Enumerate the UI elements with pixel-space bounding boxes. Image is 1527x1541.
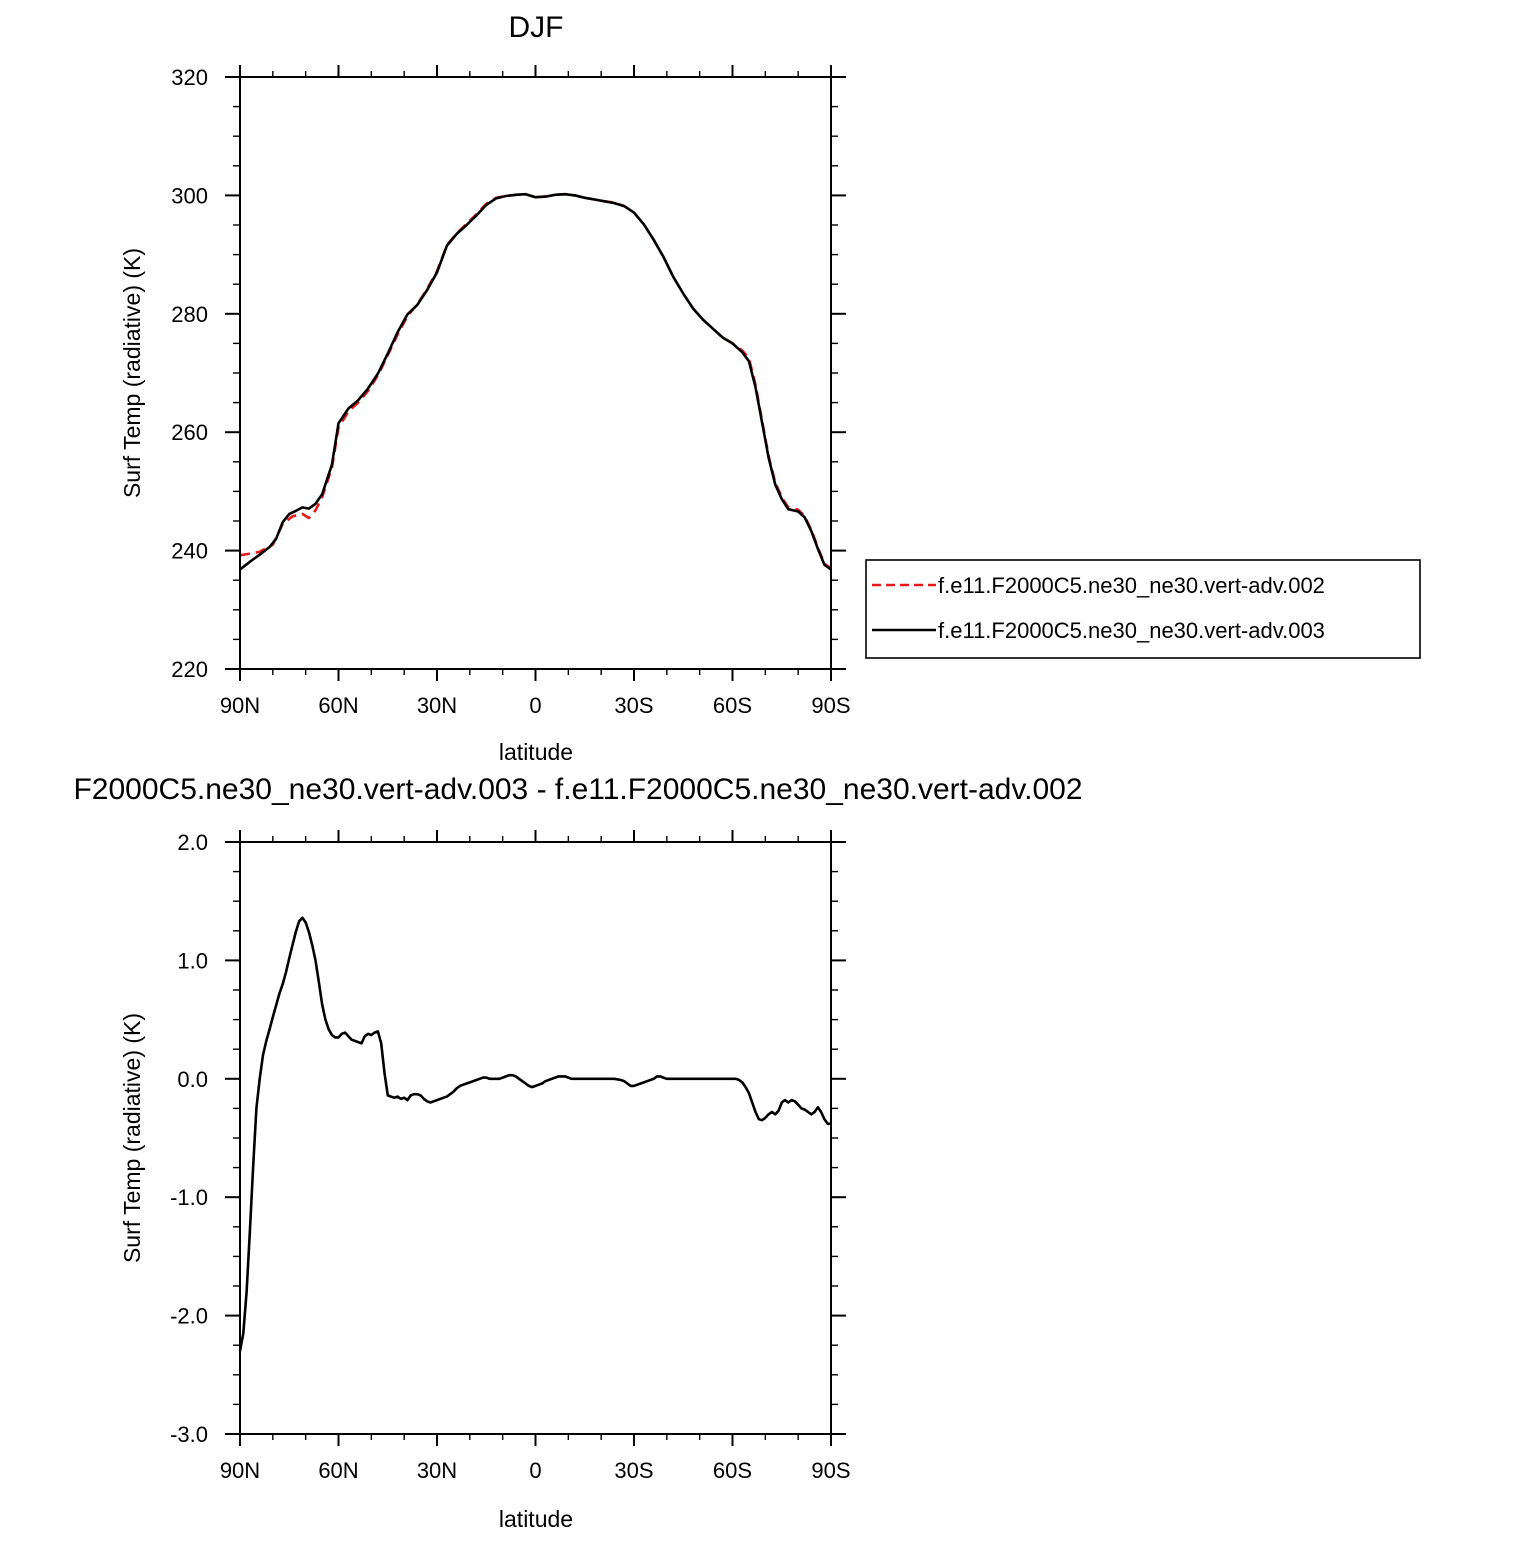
legend-entry-series-2: f.e11.F2000C5.ne30_ne30.vert-adv.003 — [938, 618, 1325, 643]
x-tick-label: 60S — [713, 693, 752, 718]
x-tick-label: 30S — [614, 693, 653, 718]
x-tick-label: 0 — [529, 693, 541, 718]
x-tick-label: 0 — [529, 1458, 541, 1483]
bottom-panel-series — [238, 916, 831, 1352]
series-line-1 — [238, 916, 831, 1352]
y-tick-label: 220 — [171, 657, 208, 682]
y-tick-label: 1.0 — [177, 948, 208, 973]
y-tick-label: 260 — [171, 420, 208, 445]
bottom-panel-y-axis-label: Surf Temp (radiative) (K) — [119, 1013, 145, 1263]
y-tick-label: -1.0 — [170, 1185, 208, 1210]
legend-box — [865, 559, 1421, 659]
y-tick-label: 2.0 — [177, 830, 208, 855]
top-panel: DJF 90N 60N 30N 0 30S 60S 90S 220 240 260 280 300 32… — [119, 11, 1421, 765]
bottom-panel-ticks — [225, 830, 846, 1446]
y-tick-label: -2.0 — [170, 1304, 208, 1329]
x-tick-label: 90N — [220, 693, 260, 718]
bottom-panel-x-axis-label: latitude — [499, 1506, 573, 1532]
x-tick-label: 30N — [417, 693, 457, 718]
y-tick-label: 280 — [171, 302, 208, 327]
bottom-panel: F2000C5.ne30_ne30.vert-adv.003 - f.e11.F… — [73, 773, 1082, 1532]
y-tick-label: -3.0 — [170, 1422, 208, 1447]
top-panel-series — [239, 192, 832, 571]
x-tick-label: 60N — [318, 693, 358, 718]
bottom-panel-title: F2000C5.ne30_ne30.vert-adv.003 - f.e11.F… — [73, 773, 1082, 806]
top-panel-tick-labels: 90N 60N 30N 0 30S 60S 90S 220 240 260 280 300 320 — [171, 65, 850, 718]
legend: f.e11.F2000C5.ne30_ne30.vert-adv.002 f.e… — [865, 559, 1421, 659]
x-tick-label: 90S — [811, 693, 850, 718]
y-tick-label: 300 — [171, 183, 208, 208]
x-tick-label: 60S — [713, 1458, 752, 1483]
top-panel-ticks — [225, 65, 846, 681]
top-panel-x-axis-label: latitude — [499, 739, 573, 765]
x-tick-label: 30N — [417, 1458, 457, 1483]
legend-entry-series-1: f.e11.F2000C5.ne30_ne30.vert-adv.002 — [938, 573, 1325, 598]
bottom-panel-tick-labels: 90N 60N 30N 0 30S 60S 90S -3.0 -2.0 -1.0 0.0 1.0 2.0 — [170, 830, 851, 1483]
series-line-2 — [239, 192, 832, 571]
x-tick-label: 90S — [811, 1458, 850, 1483]
y-tick-label: 240 — [171, 539, 208, 564]
x-tick-label: 60N — [318, 1458, 358, 1483]
top-panel-frame — [239, 76, 832, 670]
y-tick-label: 320 — [171, 65, 208, 90]
bottom-panel-frame — [239, 841, 832, 1435]
x-tick-label: 30S — [614, 1458, 653, 1483]
series-line-1 — [239, 192, 832, 570]
x-tick-label: 90N — [220, 1458, 260, 1483]
top-panel-y-axis-label: Surf Temp (radiative) (K) — [119, 248, 145, 498]
top-panel-title: DJF — [509, 11, 564, 44]
y-tick-label: 0.0 — [177, 1067, 208, 1092]
